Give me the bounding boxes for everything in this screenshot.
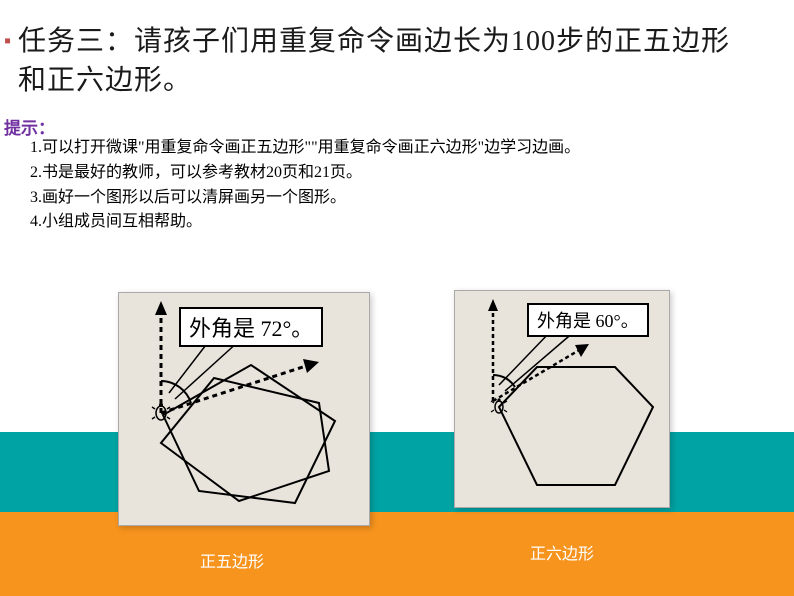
hint-item: 3.画好一个图形以后可以清屏画另一个图形。 xyxy=(30,186,580,211)
title-line-2: 和正六边形。 xyxy=(18,65,192,96)
task-title: 任务三：请孩子们用重复命令画边长为100步的正五边形 和正六边形。 xyxy=(18,22,730,100)
title-bullet: ▪ xyxy=(4,30,11,53)
pentagon-caption: 正五边形 xyxy=(200,548,264,572)
hexagon-angle-label: 外角是 60°。 xyxy=(527,303,649,337)
hint-item: 1.可以打开微课"用重复命令画正五边形""用重复命令画正六边形"边学习边画。 xyxy=(30,136,580,161)
title-line-1: 任务三：请孩子们用重复命令画边长为100步的正五边形 xyxy=(18,26,730,57)
hint-item: 4.小组成员间互相帮助。 xyxy=(30,210,580,235)
hexagon-caption: 正六边形 xyxy=(530,540,594,564)
hint-item: 2.书是最好的教师，可以参考教材20页和21页。 xyxy=(30,161,580,186)
pentagon-figure: 外角是 72°。 xyxy=(118,292,370,526)
hints-list: 1.可以打开微课"用重复命令画正五边形""用重复命令画正六边形"边学习边画。 2… xyxy=(30,136,580,235)
hexagon-figure: 外角是 60°。 xyxy=(454,290,670,508)
pentagon-angle-label: 外角是 72°。 xyxy=(179,307,323,347)
